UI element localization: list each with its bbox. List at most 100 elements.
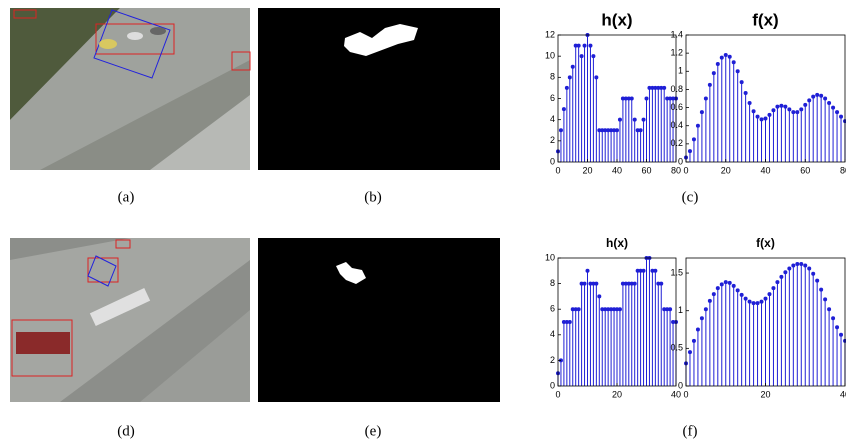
stem-head xyxy=(767,292,771,296)
x-tick-label: 20 xyxy=(721,165,731,175)
stem-head xyxy=(642,269,646,273)
stem-head xyxy=(791,110,795,114)
y-tick-label: 4 xyxy=(550,329,555,339)
stem-head xyxy=(688,149,692,153)
stem-head xyxy=(704,97,708,101)
stem-head xyxy=(659,282,663,286)
stem-head xyxy=(736,288,740,292)
stem-head xyxy=(823,297,827,301)
stem-head xyxy=(732,284,736,288)
stem-head xyxy=(756,301,760,305)
caption: (e) xyxy=(365,423,382,439)
stem-head xyxy=(728,55,732,59)
stem-head xyxy=(720,282,724,286)
stem-head xyxy=(767,113,771,117)
stem-head xyxy=(577,307,581,311)
stem-head xyxy=(696,328,700,332)
y-tick-label: 10 xyxy=(545,51,555,61)
stem-head xyxy=(588,44,592,48)
stem-head xyxy=(787,107,791,111)
y-tick-label: 10 xyxy=(545,252,555,262)
stem-head xyxy=(615,128,619,132)
stem-head xyxy=(577,44,581,48)
stem-head xyxy=(704,307,708,311)
stem-head xyxy=(568,320,572,324)
stem-head xyxy=(819,94,823,98)
stem-head xyxy=(720,56,724,60)
stem-head xyxy=(692,137,696,141)
y-tick-label: 2 xyxy=(550,355,555,365)
stem-head xyxy=(708,83,712,87)
stem-head xyxy=(807,98,811,102)
stem-head xyxy=(618,307,622,311)
stem-head xyxy=(839,333,843,337)
figure: h(x)024681012020406080f(x)00.20.40.60.81… xyxy=(0,0,850,444)
stem-head xyxy=(831,106,835,110)
stem-head xyxy=(594,282,598,286)
y-tick-label: 0.2 xyxy=(670,138,683,148)
y-tick-label: 2 xyxy=(550,135,555,145)
stem-head xyxy=(696,124,700,128)
caption: (d) xyxy=(117,423,135,439)
stem-head xyxy=(580,54,584,58)
stem-head xyxy=(591,54,595,58)
stem-head xyxy=(594,75,598,79)
stem-head xyxy=(708,299,712,303)
y-tick-label: 0 xyxy=(678,156,683,166)
y-tick-label: 0.5 xyxy=(670,343,683,353)
x-tick-label: 0 xyxy=(683,389,688,399)
stem-head xyxy=(815,93,819,97)
stem-head xyxy=(668,307,672,311)
stem-head xyxy=(771,286,775,290)
stem-head xyxy=(700,316,704,320)
stem-head xyxy=(748,101,752,105)
x-tick-label: 0 xyxy=(555,389,560,399)
stem-head xyxy=(771,108,775,112)
stem-head xyxy=(568,75,572,79)
stem-head xyxy=(597,294,601,298)
stem-head xyxy=(732,60,736,64)
stem-head xyxy=(728,281,732,285)
y-tick-label: 1.2 xyxy=(670,48,683,58)
stem-head xyxy=(819,288,823,292)
caption: (b) xyxy=(364,189,382,205)
stem-head xyxy=(760,117,764,121)
stem-head xyxy=(835,325,839,329)
stem-head xyxy=(752,301,756,305)
y-tick-label: 1.4 xyxy=(670,29,683,39)
chart-title: f(x) xyxy=(752,10,778,29)
stem-head xyxy=(775,105,779,109)
chart-title: f(x) xyxy=(756,236,775,250)
stem-head xyxy=(583,282,587,286)
x-tick-label: 20 xyxy=(760,389,770,399)
stem-head xyxy=(645,97,649,101)
x-tick-label: 60 xyxy=(800,165,810,175)
stem-head xyxy=(633,118,637,122)
y-tick-label: 6 xyxy=(550,304,555,314)
y-tick-label: 1 xyxy=(678,66,683,76)
stem-head xyxy=(775,280,779,284)
stem-head xyxy=(815,279,819,283)
stem-head xyxy=(779,104,783,108)
y-tick-label: 12 xyxy=(545,29,555,39)
stem-head xyxy=(748,300,752,304)
stem-head xyxy=(752,109,756,113)
stem-head xyxy=(764,116,768,120)
stem-head xyxy=(811,272,815,276)
y-tick-label: 8 xyxy=(550,72,555,82)
stem-head xyxy=(760,300,764,304)
x-tick-label: 80 xyxy=(840,165,850,175)
y-tick-label: 1 xyxy=(678,305,683,315)
stem-head xyxy=(795,110,799,114)
stem-head xyxy=(799,262,803,266)
stem-head xyxy=(803,264,807,268)
stem-head xyxy=(633,282,637,286)
stem-head xyxy=(571,65,575,69)
stem-head xyxy=(716,62,720,66)
x-tick-label: 40 xyxy=(840,389,850,399)
photo-a xyxy=(10,8,250,170)
x-tick-label: 60 xyxy=(641,165,651,175)
x-tick-label: 20 xyxy=(612,389,622,399)
y-tick-label: 0 xyxy=(550,380,555,390)
stem-head xyxy=(791,264,795,268)
